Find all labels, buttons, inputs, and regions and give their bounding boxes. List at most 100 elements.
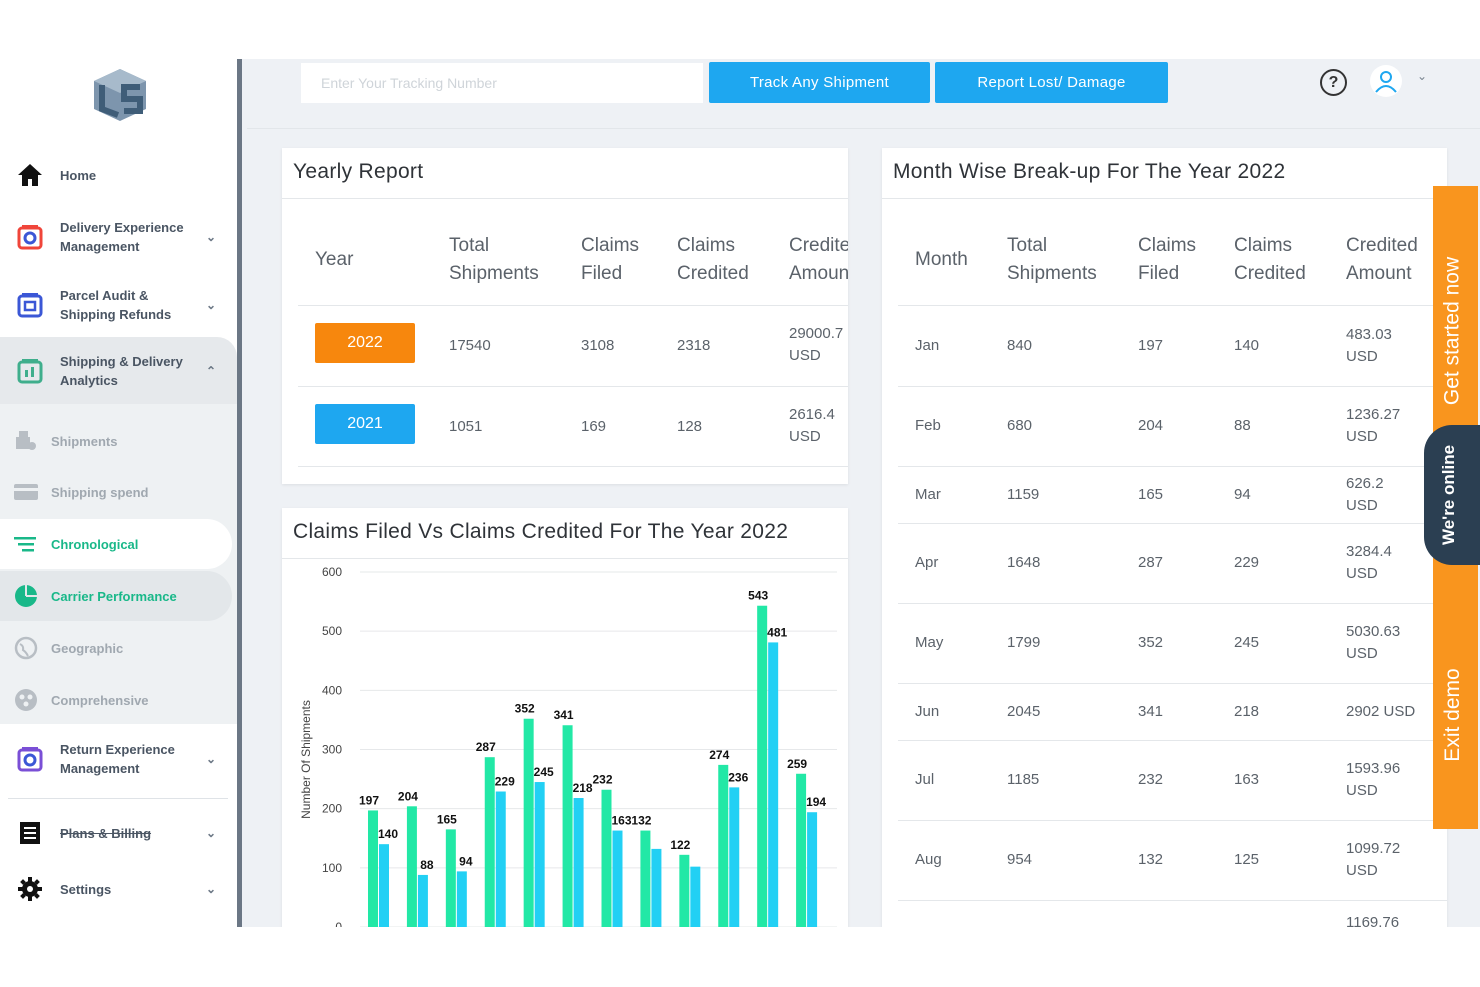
data-label: 94 <box>459 854 473 868</box>
claims-credited-cell: 140 <box>1234 337 1260 354</box>
year-button-2022[interactable]: 2022 <box>315 323 415 363</box>
track-shipment-button[interactable]: Track Any Shipment <box>709 62 930 103</box>
claims-filed-cell: 132 <box>1138 851 1164 868</box>
help-icon[interactable]: ? <box>1320 69 1347 96</box>
data-label: 236 <box>728 770 748 784</box>
data-label: 543 <box>748 589 768 603</box>
submenu-label: Shipping spend <box>51 484 149 500</box>
column-header: Claims Filed <box>1138 235 1197 284</box>
card-title: Claims Filed Vs Claims Credited For The … <box>293 520 789 543</box>
claims-filed-cell: 204 <box>1138 417 1164 434</box>
chevron-down-icon[interactable]: ⌄ <box>206 298 217 312</box>
bar <box>601 789 612 927</box>
parcel-audit-icon <box>16 291 44 319</box>
submenu-label: Shipments <box>51 433 118 449</box>
submenu-item-shipments[interactable]: Shipments <box>0 416 232 466</box>
data-label: 341 <box>554 708 574 722</box>
claims-credited-cell: 88 <box>1234 417 1251 434</box>
submenu-item-comprehensive[interactable]: Comprehensive <box>0 675 232 725</box>
credited-amount-cell: 5030.63 USD <box>1346 623 1401 662</box>
month-cell: Jan <box>915 337 940 354</box>
chevron-down-icon[interactable]: ⌄ <box>1417 69 1428 83</box>
chevron-down-icon[interactable]: ⌄ <box>206 826 217 840</box>
sidebar-item-plans-billing[interactable]: Plans & Billing ⌄ <box>0 819 237 847</box>
data-label: 245 <box>534 765 554 779</box>
credited-amount-cell: 2902 USD <box>1346 702 1416 720</box>
row-divider <box>898 900 1447 901</box>
chevron-up-icon[interactable]: ⌃ <box>206 364 217 378</box>
column-header: Credited Amount <box>1346 235 1418 284</box>
column-header: Total Shipments <box>449 235 539 284</box>
claims-filed-cell: 352 <box>1138 634 1164 651</box>
globe-icon <box>13 635 39 661</box>
bar <box>612 830 623 927</box>
yearly-report-card: Yearly Report Year Total Shipments Claim… <box>282 148 848 484</box>
y-tick-label: 300 <box>322 743 342 757</box>
y-tick-label: 400 <box>322 683 342 697</box>
sidebar-item-label: Parcel Audit & Shipping Refunds <box>60 288 172 322</box>
sidebar-item-parcel-audit[interactable]: Parcel Audit & Shipping Refunds ⌄ <box>0 285 237 325</box>
claims-credited-cell: 2318 <box>677 337 711 354</box>
bar <box>406 806 417 927</box>
analytics-icon <box>16 357 44 385</box>
submenu-item-geographic[interactable]: Geographic <box>0 623 232 673</box>
bar <box>768 642 779 927</box>
claims-filed-cell: 165 <box>1138 485 1164 503</box>
month-cell: Apr <box>915 554 939 571</box>
avatar[interactable] <box>1370 65 1402 97</box>
data-label: 194 <box>806 795 826 809</box>
total-shipments-cell: 1799 <box>1007 634 1041 651</box>
y-tick-label: 600 <box>322 565 342 579</box>
chevron-down-icon[interactable]: ⌄ <box>206 882 217 896</box>
submenu-label: Geographic <box>51 640 124 656</box>
submenu-item-chronological[interactable]: Chronological <box>0 519 232 569</box>
bar <box>445 829 456 927</box>
sidebar-item-settings[interactable]: Settings ⌄ <box>0 875 237 903</box>
tracking-number-input[interactable] <box>301 63 703 103</box>
online-label: We're online <box>1439 444 1458 546</box>
row-divider <box>898 466 1447 467</box>
month-cell: May <box>915 634 944 651</box>
row-divider <box>898 740 1447 741</box>
row-divider <box>898 603 1447 604</box>
row-divider <box>298 386 848 387</box>
submenu-label: Carrier Performance <box>51 588 177 604</box>
sidebar-item-home[interactable]: Home <box>0 161 237 189</box>
column-header: Claims Credited <box>677 235 749 284</box>
claims-filed-cell: 232 <box>1138 771 1164 788</box>
credited-amount-cell: 3284.4 USD <box>1346 543 1392 582</box>
bar <box>640 830 651 927</box>
credited-amount-cell: 1169.76 <box>1346 914 1400 927</box>
column-header: Total Shipments <box>1007 235 1097 284</box>
chevron-down-icon[interactable]: ⌄ <box>206 230 217 244</box>
total-shipments-cell: 680 <box>1007 417 1033 434</box>
comprehensive-icon <box>13 687 39 713</box>
bar <box>495 791 506 927</box>
online-chat-widget[interactable]: We're online <box>1424 425 1480 565</box>
bar <box>651 848 662 927</box>
card-divider <box>282 198 848 199</box>
submenu-item-carrier-performance[interactable]: Carrier Performance <box>0 571 232 621</box>
sidebar-item-delivery-experience[interactable]: Delivery Experience Management ⌄ <box>0 217 237 257</box>
year-button-2021[interactable]: 2021 <box>315 404 415 444</box>
card-title: Yearly Report <box>293 160 424 183</box>
y-tick-label: 200 <box>322 802 342 816</box>
report-lost-damage-button[interactable]: Report Lost/ Damage <box>935 62 1168 103</box>
data-label: 232 <box>592 773 612 787</box>
exit-demo-label[interactable]: Exit demo <box>1441 668 1464 762</box>
total-shipments-cell: 954 <box>1007 851 1033 868</box>
claims-filed-cell: 341 <box>1138 702 1164 720</box>
data-label: 132 <box>631 814 651 828</box>
bar <box>573 798 584 927</box>
chevron-down-icon[interactable]: ⌄ <box>206 752 217 766</box>
credited-amount-cell: 483.03 USD <box>1346 326 1392 365</box>
sidebar-item-label: Delivery Experience Management <box>60 220 184 254</box>
submenu-item-shipping-spend[interactable]: Shipping spend <box>0 467 232 517</box>
credit-card-icon <box>13 479 39 505</box>
row-divider <box>898 820 1447 821</box>
sidebar-item-return-experience[interactable]: Return Experience Management ⌄ <box>0 739 237 779</box>
data-label: 88 <box>420 858 434 872</box>
claims-chart-card: Claims Filed Vs Claims Credited For The … <box>282 508 848 927</box>
sidebar-item-analytics[interactable]: Shipping & Delivery Analytics ⌃ <box>0 351 237 391</box>
submenu-label: Chronological <box>51 536 139 552</box>
